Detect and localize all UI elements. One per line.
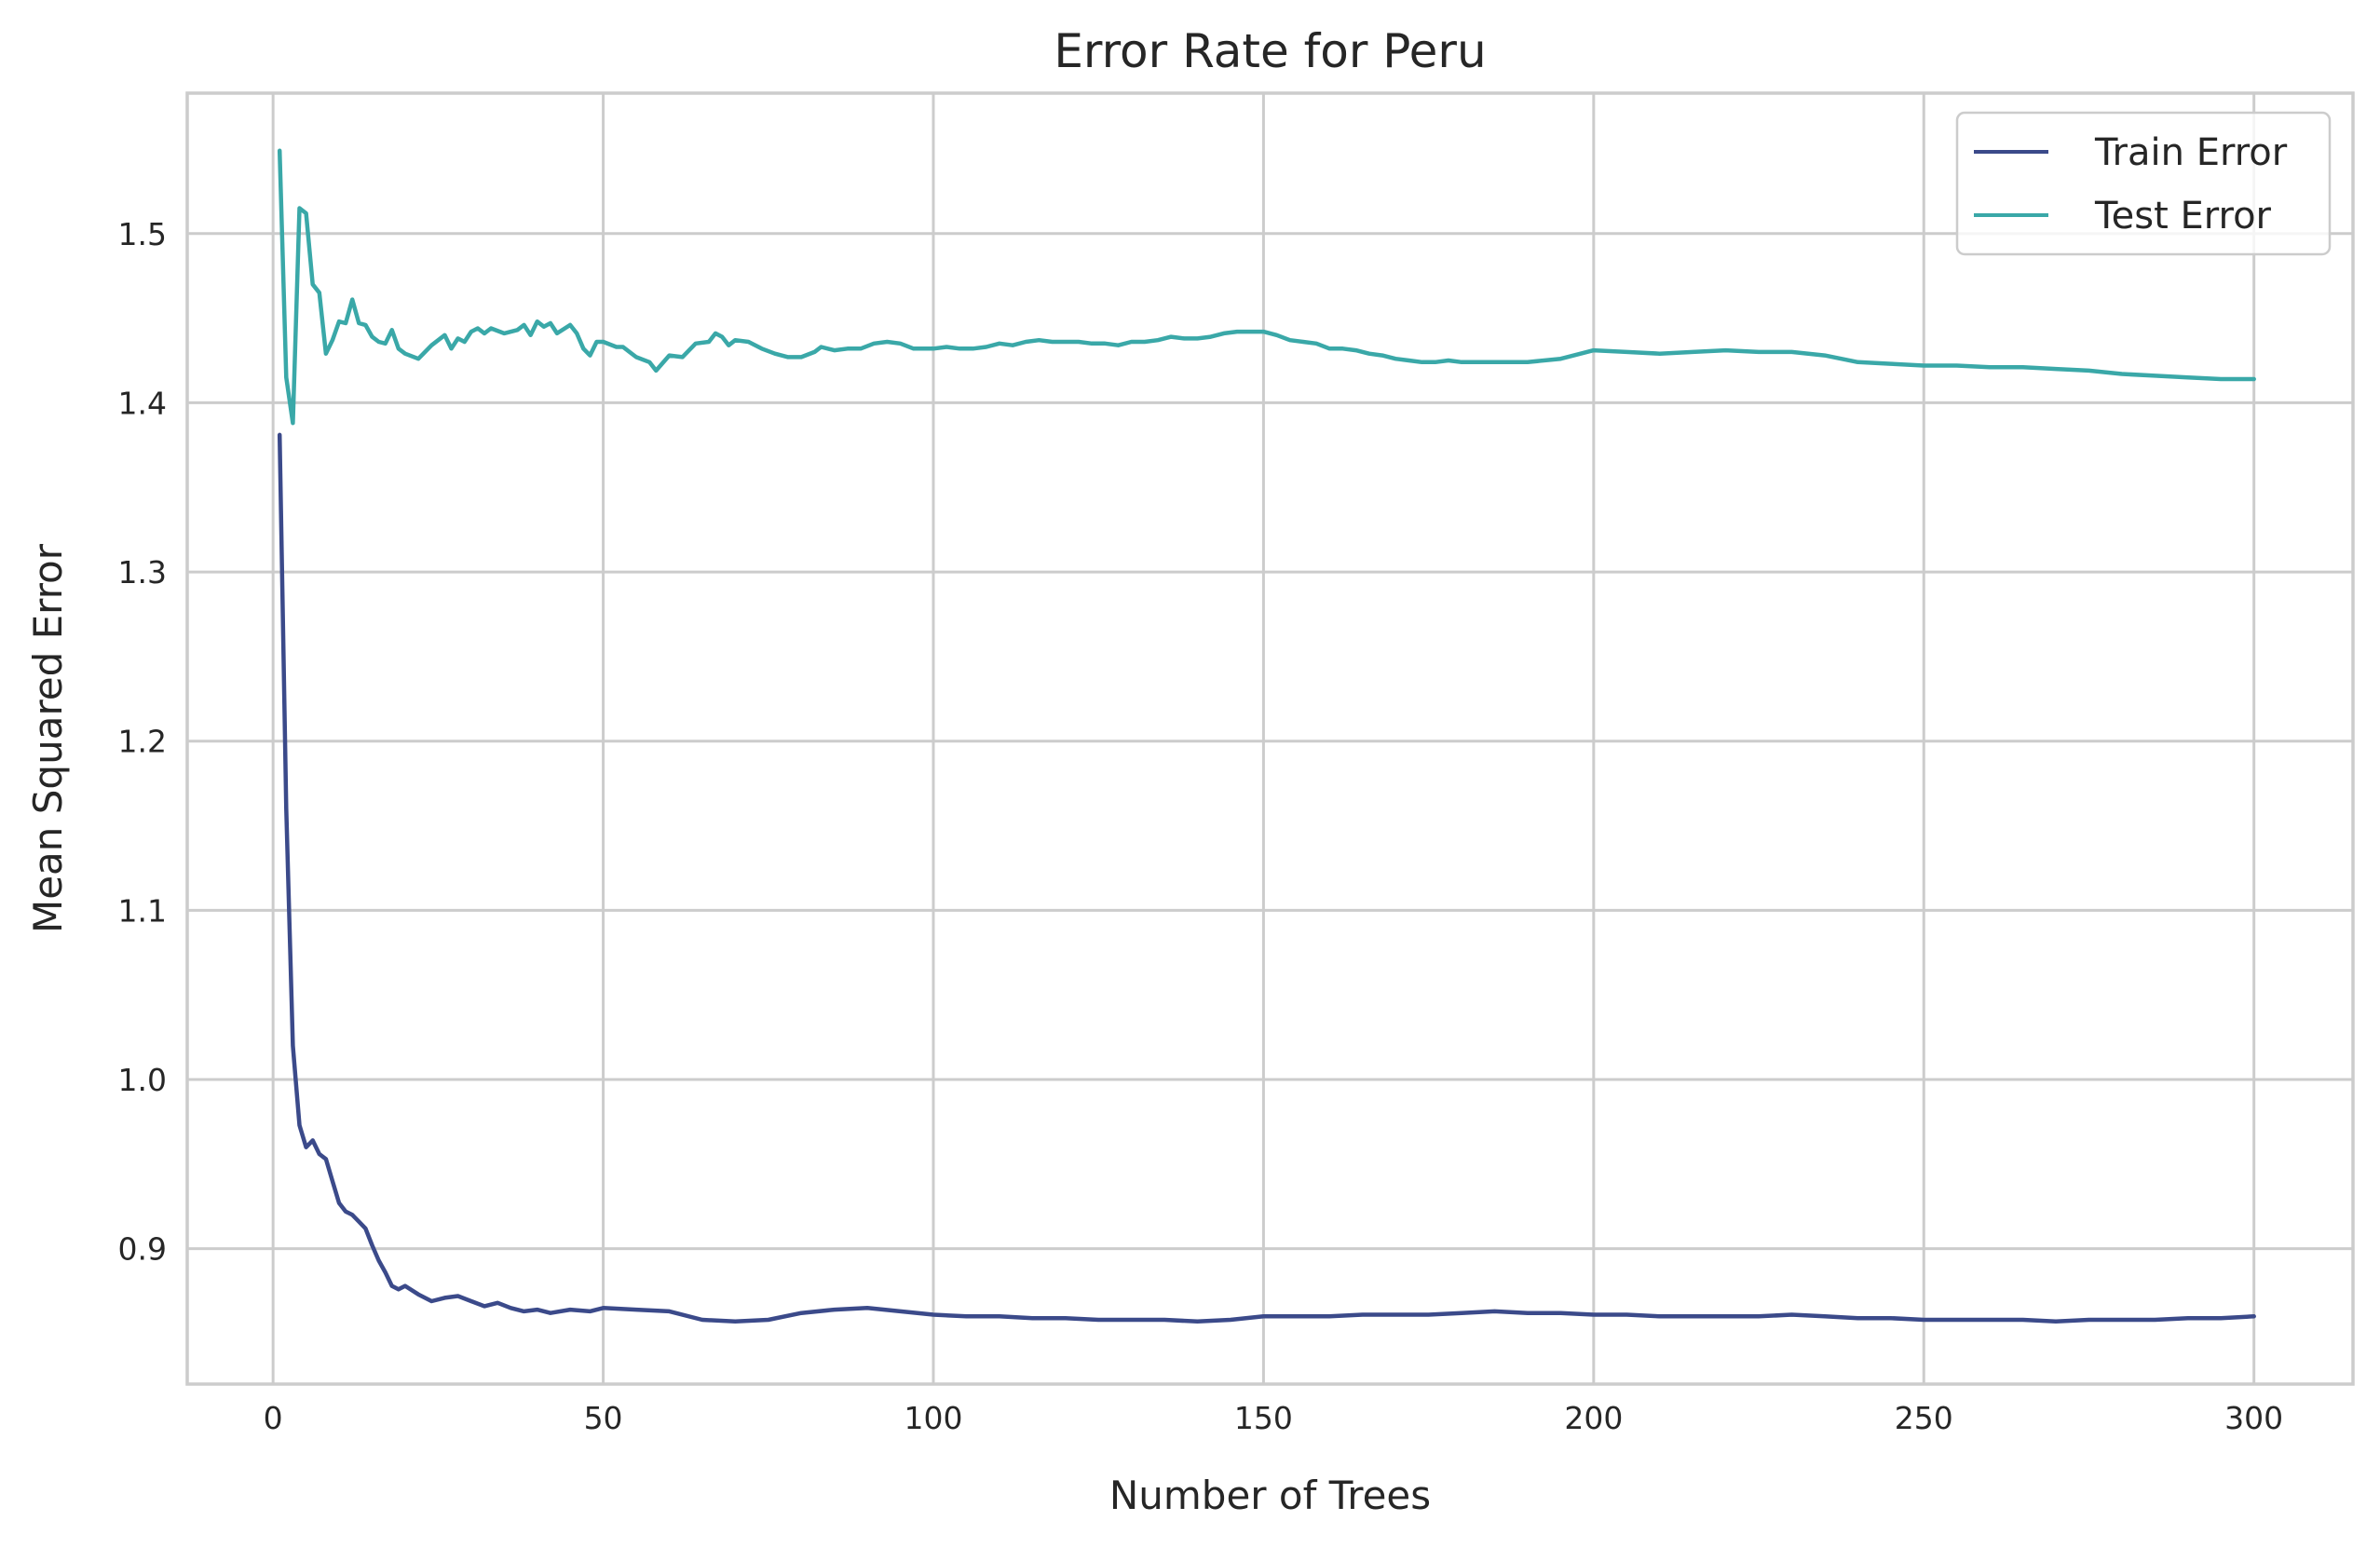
x-tick-label: 50 <box>584 1400 623 1436</box>
x-tick-label: 200 <box>1564 1400 1623 1436</box>
y-axis-label: Mean Squared Error <box>25 543 71 933</box>
series-line-test-error <box>277 148 2256 426</box>
x-tick-label: 250 <box>1895 1400 1953 1436</box>
x-tick-labels: 0 50 100 150 200 250 300 <box>264 1400 2284 1436</box>
x-tick-label: 0 <box>264 1400 283 1436</box>
y-tick-label: 1.5 <box>118 216 167 252</box>
legend-box <box>1955 111 2332 256</box>
legend: Train Error Test Error <box>1955 111 2332 256</box>
x-tick-label: 100 <box>904 1400 962 1436</box>
y-tick-label: 1.4 <box>118 385 167 421</box>
x-axis-label: Number of Trees <box>1109 1473 1431 1518</box>
y-tick-labels: 0.9 1.0 1.1 1.2 1.3 1.4 1.5 <box>118 216 167 1268</box>
y-tick-label: 1.1 <box>118 892 167 929</box>
y-tick-label: 1.0 <box>118 1062 167 1098</box>
chart-title: Error Rate for Peru <box>1054 24 1486 78</box>
plot-background <box>187 93 2353 1384</box>
plot-frame <box>185 91 2355 1386</box>
x-gridlines <box>271 93 2256 1384</box>
x-tick-label: 300 <box>2224 1400 2283 1436</box>
y-tick-label: 1.3 <box>118 554 167 591</box>
y-tick-label: 1.2 <box>118 724 167 760</box>
x-tick-label: 150 <box>1234 1400 1293 1436</box>
y-tick-label: 0.9 <box>118 1231 167 1268</box>
series-line-train-error <box>277 432 2256 1324</box>
legend-label-train-error: Train Error <box>2094 131 2288 174</box>
legend-label-test-error: Test Error <box>2094 195 2272 238</box>
series-layer <box>277 148 2256 1324</box>
